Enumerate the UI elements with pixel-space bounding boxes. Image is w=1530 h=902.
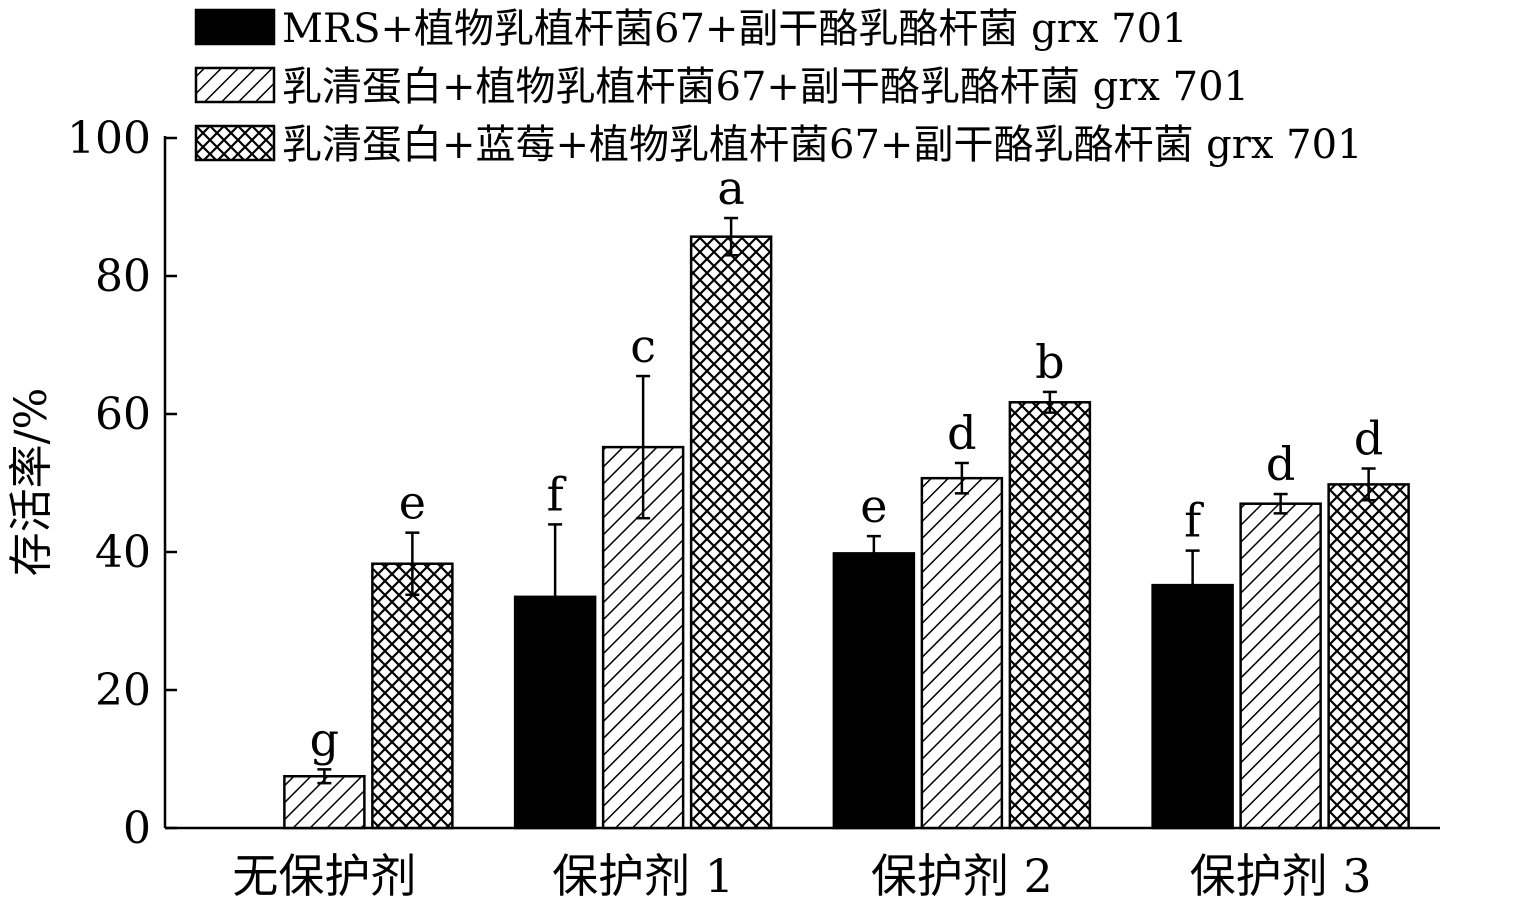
- axes: 0 20 40 60 80 100 无保护剂 保护剂 1 保护剂 2 保护剂 3: [67, 113, 1440, 902]
- bar: [1151, 583, 1234, 830]
- bar: [371, 562, 454, 830]
- x-tick-label: 保护剂 3: [1190, 849, 1372, 902]
- significance-letter: d: [1354, 412, 1383, 466]
- significance-letter: a: [717, 161, 744, 215]
- legend-swatch: [194, 66, 276, 104]
- bar: [1327, 483, 1410, 830]
- significance-letter: f: [547, 467, 567, 521]
- y-tick-label: 100: [67, 113, 151, 164]
- significance-letter: d: [947, 406, 976, 460]
- bar: [832, 552, 916, 830]
- bar: [920, 476, 1004, 830]
- significance-letter: g: [310, 712, 339, 766]
- significance-letter: e: [860, 479, 887, 533]
- y-tick-label: 80: [95, 251, 151, 302]
- legend-label: 乳清蛋白+植物乳植杆菌67+副干酪乳酪杆菌 grx 701: [282, 64, 1249, 110]
- significance-letter: b: [1035, 335, 1064, 389]
- legend-label: 乳清蛋白+蓝莓+植物乳植杆菌67+副干酪乳酪杆菌 grx 701: [282, 122, 1363, 168]
- y-tick-label: 20: [95, 665, 151, 716]
- y-tick-label: 60: [95, 389, 151, 440]
- y-tick-label: 40: [95, 527, 151, 578]
- x-tick-label: 无保护剂: [232, 849, 416, 902]
- significance-letter: e: [399, 476, 426, 530]
- significance-letter: c: [630, 319, 656, 373]
- legend-swatch: [194, 124, 276, 162]
- significance-letter: d: [1266, 437, 1295, 491]
- legend-label: MRS+植物乳植杆菌67+副干酪乳酪杆菌 grx 701: [282, 6, 1187, 52]
- bar: [689, 235, 773, 830]
- bars: g e f c a e d b f d d: [283, 161, 1410, 830]
- y-axis-label: 存活率/%: [6, 388, 57, 577]
- bar: [283, 775, 366, 830]
- y-tick-label: 0: [123, 803, 151, 854]
- significance-letter: f: [1184, 494, 1204, 548]
- bar: [1008, 401, 1092, 830]
- x-tick-label: 保护剂 1: [552, 849, 734, 902]
- legend: MRS+植物乳植杆菌67+副干酪乳酪杆菌 grx 701 乳清蛋白+植物乳植杆菌6…: [194, 6, 1363, 168]
- legend-swatch: [194, 8, 276, 46]
- bar: [1239, 502, 1322, 830]
- x-tick-label: 保护剂 2: [871, 849, 1053, 902]
